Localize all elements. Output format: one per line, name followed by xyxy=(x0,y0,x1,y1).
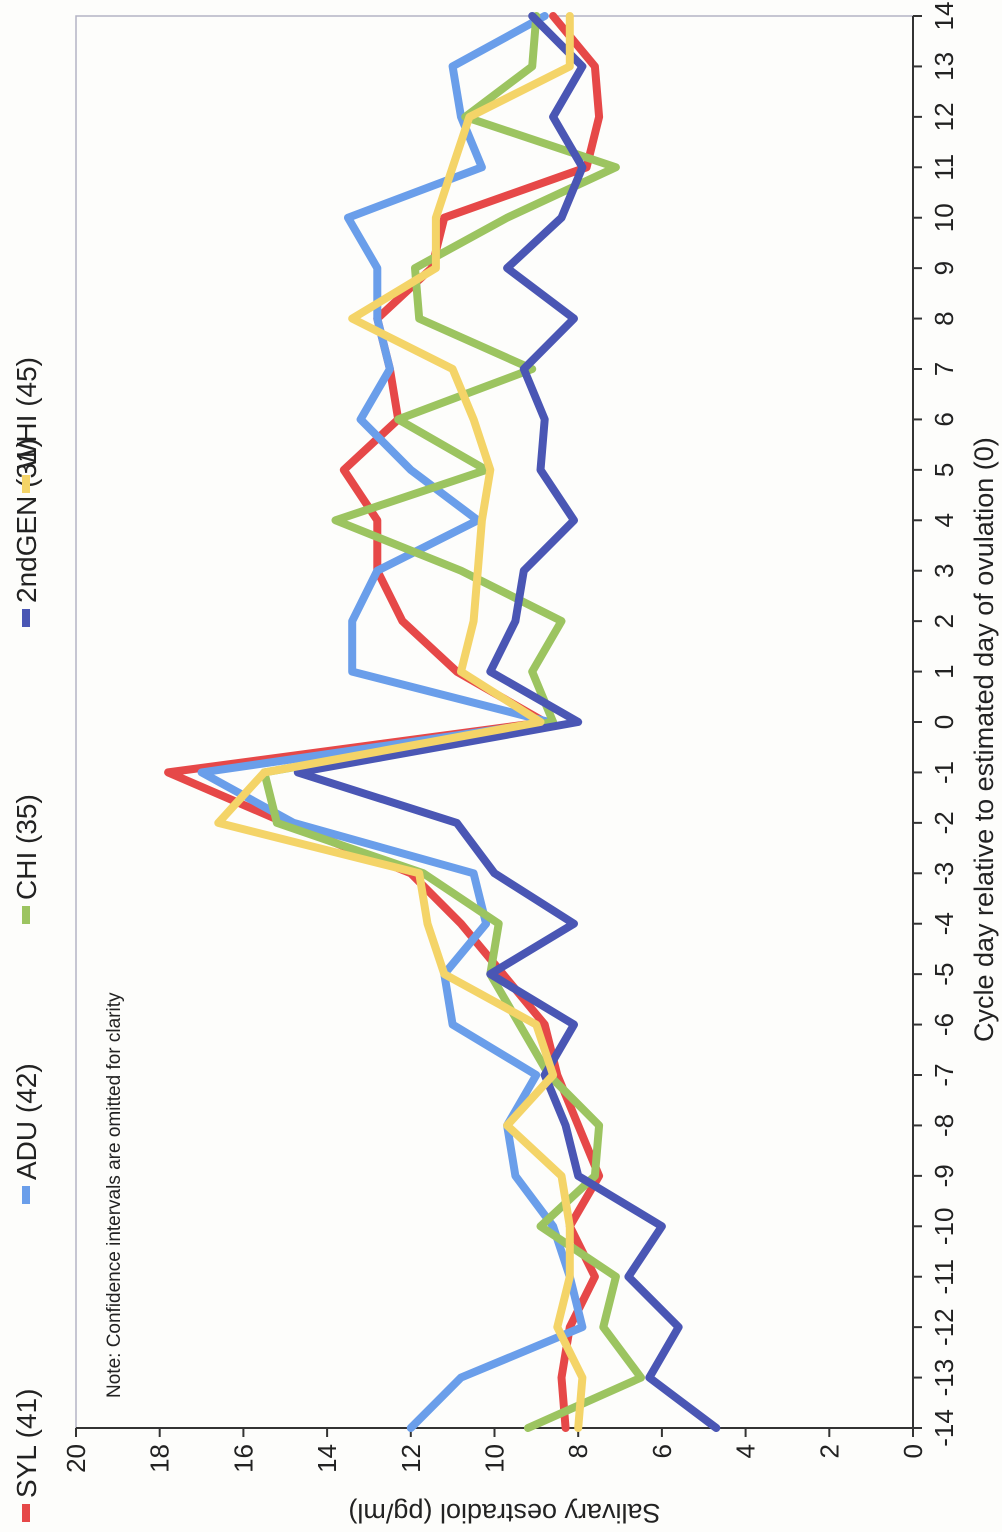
x-tick-label: 4 xyxy=(929,513,959,527)
series-line-whi xyxy=(214,12,587,1432)
legend-label-whi: WHI (45) xyxy=(11,357,42,469)
legend-label-chi: CHI (35) xyxy=(11,794,42,900)
series-line-2ndgen xyxy=(293,12,721,1432)
x-tick-label: -2 xyxy=(929,811,959,834)
x-tick-label: 12 xyxy=(929,102,959,131)
x-tick-label: 9 xyxy=(929,261,959,275)
y-tick-label: 0 xyxy=(898,1444,928,1458)
x-tick-label: -14 xyxy=(929,1409,959,1447)
y-tick-label: 20 xyxy=(61,1444,91,1473)
x-tick-label: 7 xyxy=(929,362,959,376)
y-tick-label: 4 xyxy=(731,1444,761,1458)
x-tick-label: 6 xyxy=(929,412,959,426)
x-tick-label: 8 xyxy=(929,311,959,325)
legend-label-syl: SYL (41) xyxy=(11,1389,42,1498)
plot-marks: 02468101214161820-14-13-12-11-10-9-8-7-6… xyxy=(61,2,959,1528)
y-tick-label: 14 xyxy=(312,1444,342,1473)
x-axis-title: Cycle day relative to estimated day of o… xyxy=(969,437,999,1042)
legend-label-2ndgen: 2ndGEN (31) xyxy=(11,438,42,603)
y-tick-label: 16 xyxy=(228,1444,258,1473)
x-tick-label: 10 xyxy=(929,203,959,232)
x-tick-label: 5 xyxy=(929,463,959,477)
x-tick-label: -8 xyxy=(929,1114,959,1137)
y-tick-label: 8 xyxy=(563,1444,593,1458)
legend: SYL (41) ADU (42) CHI (35) 2ndGEN (31) W… xyxy=(11,357,42,1522)
y-tick-label: 6 xyxy=(647,1444,677,1458)
x-tick-label: 14 xyxy=(929,2,959,31)
x-tick-label: -12 xyxy=(929,1308,959,1346)
y-tick-label: 18 xyxy=(145,1444,175,1473)
x-tick-label: 0 xyxy=(929,715,959,729)
x-tick-label: -6 xyxy=(929,1013,959,1036)
x-tick-label: -5 xyxy=(929,963,959,986)
y-tick-label: 10 xyxy=(480,1444,510,1473)
x-tick-label: -7 xyxy=(929,1063,959,1086)
y-tick-label: 2 xyxy=(814,1444,844,1458)
x-tick-label: -10 xyxy=(929,1207,959,1245)
x-tick-label: -11 xyxy=(929,1259,959,1295)
x-tick-label: 13 xyxy=(929,52,959,81)
x-tick-label: -9 xyxy=(929,1164,959,1187)
x-tick-label: 2 xyxy=(929,614,959,628)
x-tick-label: -4 xyxy=(929,912,959,935)
x-tick-label: 11 xyxy=(929,154,959,181)
x-tick-label: 1 xyxy=(929,664,959,678)
legend-label-adu: ADU (42) xyxy=(11,1063,42,1180)
series-line-chi xyxy=(260,12,645,1432)
y-axis-title: Salivary oestradiol (pg/ml) xyxy=(348,1498,660,1528)
y-tick-label: 12 xyxy=(396,1444,426,1473)
x-tick-label: -13 xyxy=(929,1359,959,1397)
note-text: Note: Confidence intervals are omitted f… xyxy=(104,992,125,1398)
x-tick-label: -3 xyxy=(929,862,959,885)
x-tick-label: -1 xyxy=(929,761,959,784)
x-tick-label: 3 xyxy=(929,563,959,577)
